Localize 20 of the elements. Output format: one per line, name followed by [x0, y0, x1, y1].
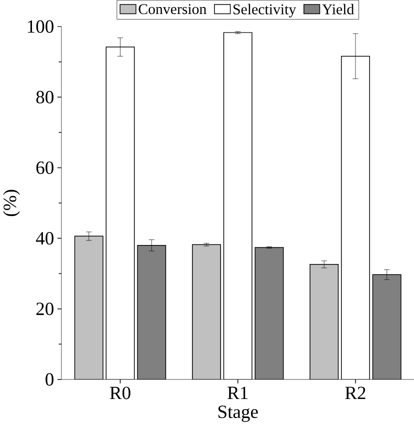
y-tick-label: 60	[36, 161, 54, 174]
bar	[372, 274, 402, 380]
x-axis-title: Stage	[218, 406, 258, 422]
bar	[192, 244, 221, 380]
x-tick-label: R0	[110, 386, 130, 400]
bar	[254, 247, 284, 380]
y-tick-label: 80	[36, 90, 54, 104]
bar	[74, 236, 104, 380]
y-axis-title: (%)	[2, 190, 20, 216]
y-tick-label: 40	[36, 232, 54, 245]
bar	[309, 264, 338, 380]
x-tick-label: R1	[227, 386, 248, 399]
legend-label: Selectivity	[233, 4, 296, 18]
y-tick-label: 100	[28, 20, 54, 33]
bar	[136, 244, 166, 380]
y-tick-label: 20	[36, 302, 54, 316]
legend-label: Conversion	[138, 4, 206, 14]
legend-label: Yield	[322, 4, 354, 14]
y-tick-label: 0	[45, 373, 54, 386]
x-tick-label: R2	[344, 386, 366, 399]
